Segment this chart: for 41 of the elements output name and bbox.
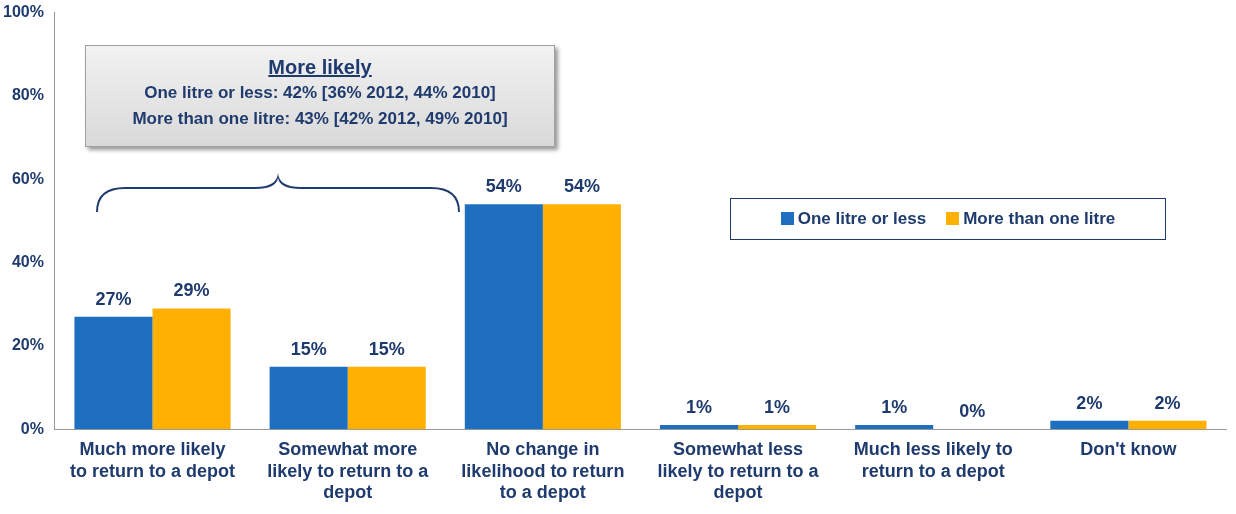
bar — [152, 308, 231, 430]
bar — [659, 425, 739, 430]
data-label: 29% — [173, 280, 210, 301]
data-label: 27% — [95, 288, 132, 309]
data-label: 15% — [290, 338, 327, 359]
y-tick-label: 60% — [11, 169, 44, 187]
x-tick-label: Somewhat less likely to return to a depot — [657, 438, 820, 503]
data-label: 2% — [1154, 392, 1181, 413]
x-tick-label: Much more likely to return to a depot — [70, 438, 236, 481]
data-label: 54% — [485, 176, 522, 197]
annotation: More likely — [267, 55, 373, 80]
bar — [855, 425, 934, 430]
y-tick-label: 100% — [3, 3, 44, 21]
legend-label: More than one litre — [962, 209, 1116, 229]
note-box: More likely One litre or less: 42% [36% 2012, 44% 2010] More than one litre: 43% [42% 2012, 49% 2010] — [85, 45, 555, 147]
bar — [738, 425, 817, 430]
data-label: 1% — [881, 397, 908, 417]
data-label: 54% — [563, 176, 600, 197]
bar — [542, 204, 621, 430]
x-tick-label: Much less likely to return to a depot — [853, 438, 1013, 481]
y-tick-label: 0% — [20, 419, 44, 437]
bar — [464, 204, 543, 430]
x-tick-label: No change in likelihood to return to a depot — [461, 438, 625, 503]
data-label: 15% — [368, 338, 405, 359]
data-label: 1% — [764, 397, 791, 417]
x-tick-label: Don't know — [1080, 438, 1178, 459]
y-tick-label: 80% — [11, 86, 44, 104]
annotation: 0% — [959, 401, 986, 422]
bar — [74, 316, 153, 430]
annotation: One litre or less: 42% [36% 2012, 44% 2010] — [143, 82, 497, 104]
bar — [269, 366, 348, 430]
data-label: 2% — [1076, 392, 1103, 413]
bar — [1050, 420, 1129, 430]
x-tick-label: Somewhat more likely to return to a depot — [267, 438, 430, 503]
y-tick-label: 40% — [11, 252, 44, 270]
data-label: 1% — [686, 397, 713, 417]
y-tick-label: 20% — [11, 336, 44, 354]
bar — [347, 366, 426, 430]
annotation: More than one litre: 43% [42% 2012, 49% 2010] — [131, 108, 509, 130]
bar — [1128, 420, 1207, 430]
legend-label: One litre or less — [796, 209, 927, 229]
